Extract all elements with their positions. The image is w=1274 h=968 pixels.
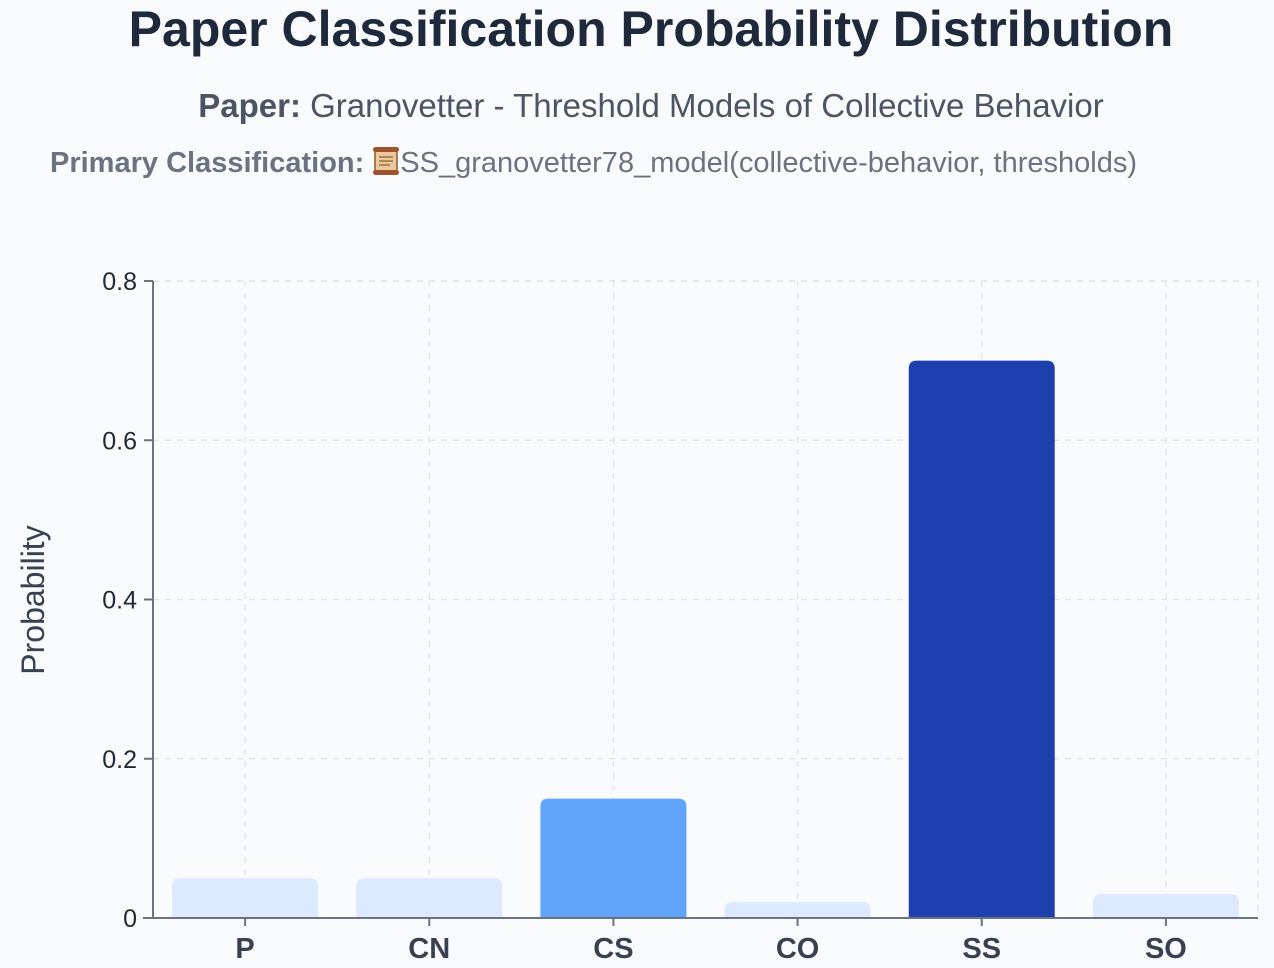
x-category-label: CN	[408, 933, 450, 965]
paper-label: Paper:	[198, 87, 301, 124]
y-tick-label: 0.6	[102, 427, 137, 455]
paper-line: Paper: Granovetter - Threshold Models of…	[0, 86, 1274, 126]
bar-cs	[540, 798, 687, 918]
y-axis-title: Probability	[15, 525, 51, 674]
bar-p	[172, 878, 319, 918]
bar-ss	[908, 360, 1055, 918]
y-tick-label: 0.8	[102, 268, 137, 296]
y-tick-label: 0.4	[102, 587, 137, 615]
x-category-label: SO	[1145, 933, 1187, 965]
primary-classification-value: SS_granovetter78_model(collective-behavi…	[400, 147, 1137, 179]
chart-title: Paper Classification Probability Distrib…	[128, 1, 1174, 57]
bar-co	[724, 902, 871, 918]
primary-classification-line: Primary Classification: SS_granovetter78…	[50, 146, 1137, 180]
x-category-label: SS	[962, 933, 1001, 965]
bar-so	[1092, 894, 1239, 918]
x-category-label: CO	[776, 933, 820, 965]
y-tick-label: 0.2	[102, 746, 137, 774]
scroll-icon	[373, 147, 400, 175]
paper-name: Granovetter - Threshold Models of Collec…	[310, 87, 1104, 124]
primary-classification-label: Primary Classification:	[50, 147, 365, 179]
x-category-label: CS	[593, 933, 633, 965]
x-category-label: P	[235, 933, 254, 965]
y-tick-label: 0	[123, 905, 137, 933]
bar-cn	[356, 878, 503, 918]
